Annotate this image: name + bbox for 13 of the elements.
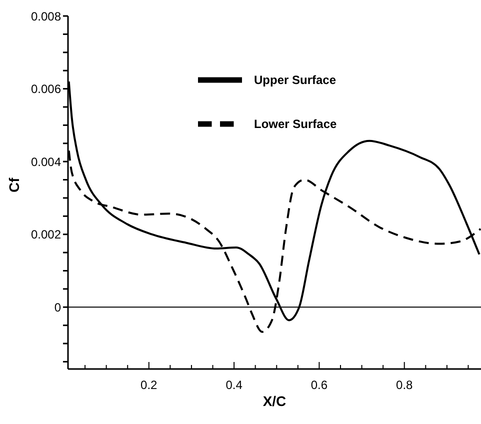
y-tick-label: 0.008: [30, 9, 62, 24]
x-axis-title: X/C: [262, 393, 286, 409]
legend-label: Lower Surface: [254, 116, 337, 131]
x-tick-label: 0.2: [140, 378, 158, 392]
y-tick-label: 0.006: [30, 82, 62, 96]
y-axis-title: Cf: [6, 177, 22, 192]
x-tick-label: 0.4: [226, 378, 243, 392]
x-tick-label: 0.8: [396, 378, 414, 392]
y-tick-label: 0.004: [30, 154, 62, 169]
y-tick-label: 0.002: [30, 228, 62, 242]
x-tick-label: 0.6: [310, 378, 328, 392]
legend-label: Upper Surface: [254, 72, 336, 87]
y-tick-label: 0: [54, 300, 62, 314]
